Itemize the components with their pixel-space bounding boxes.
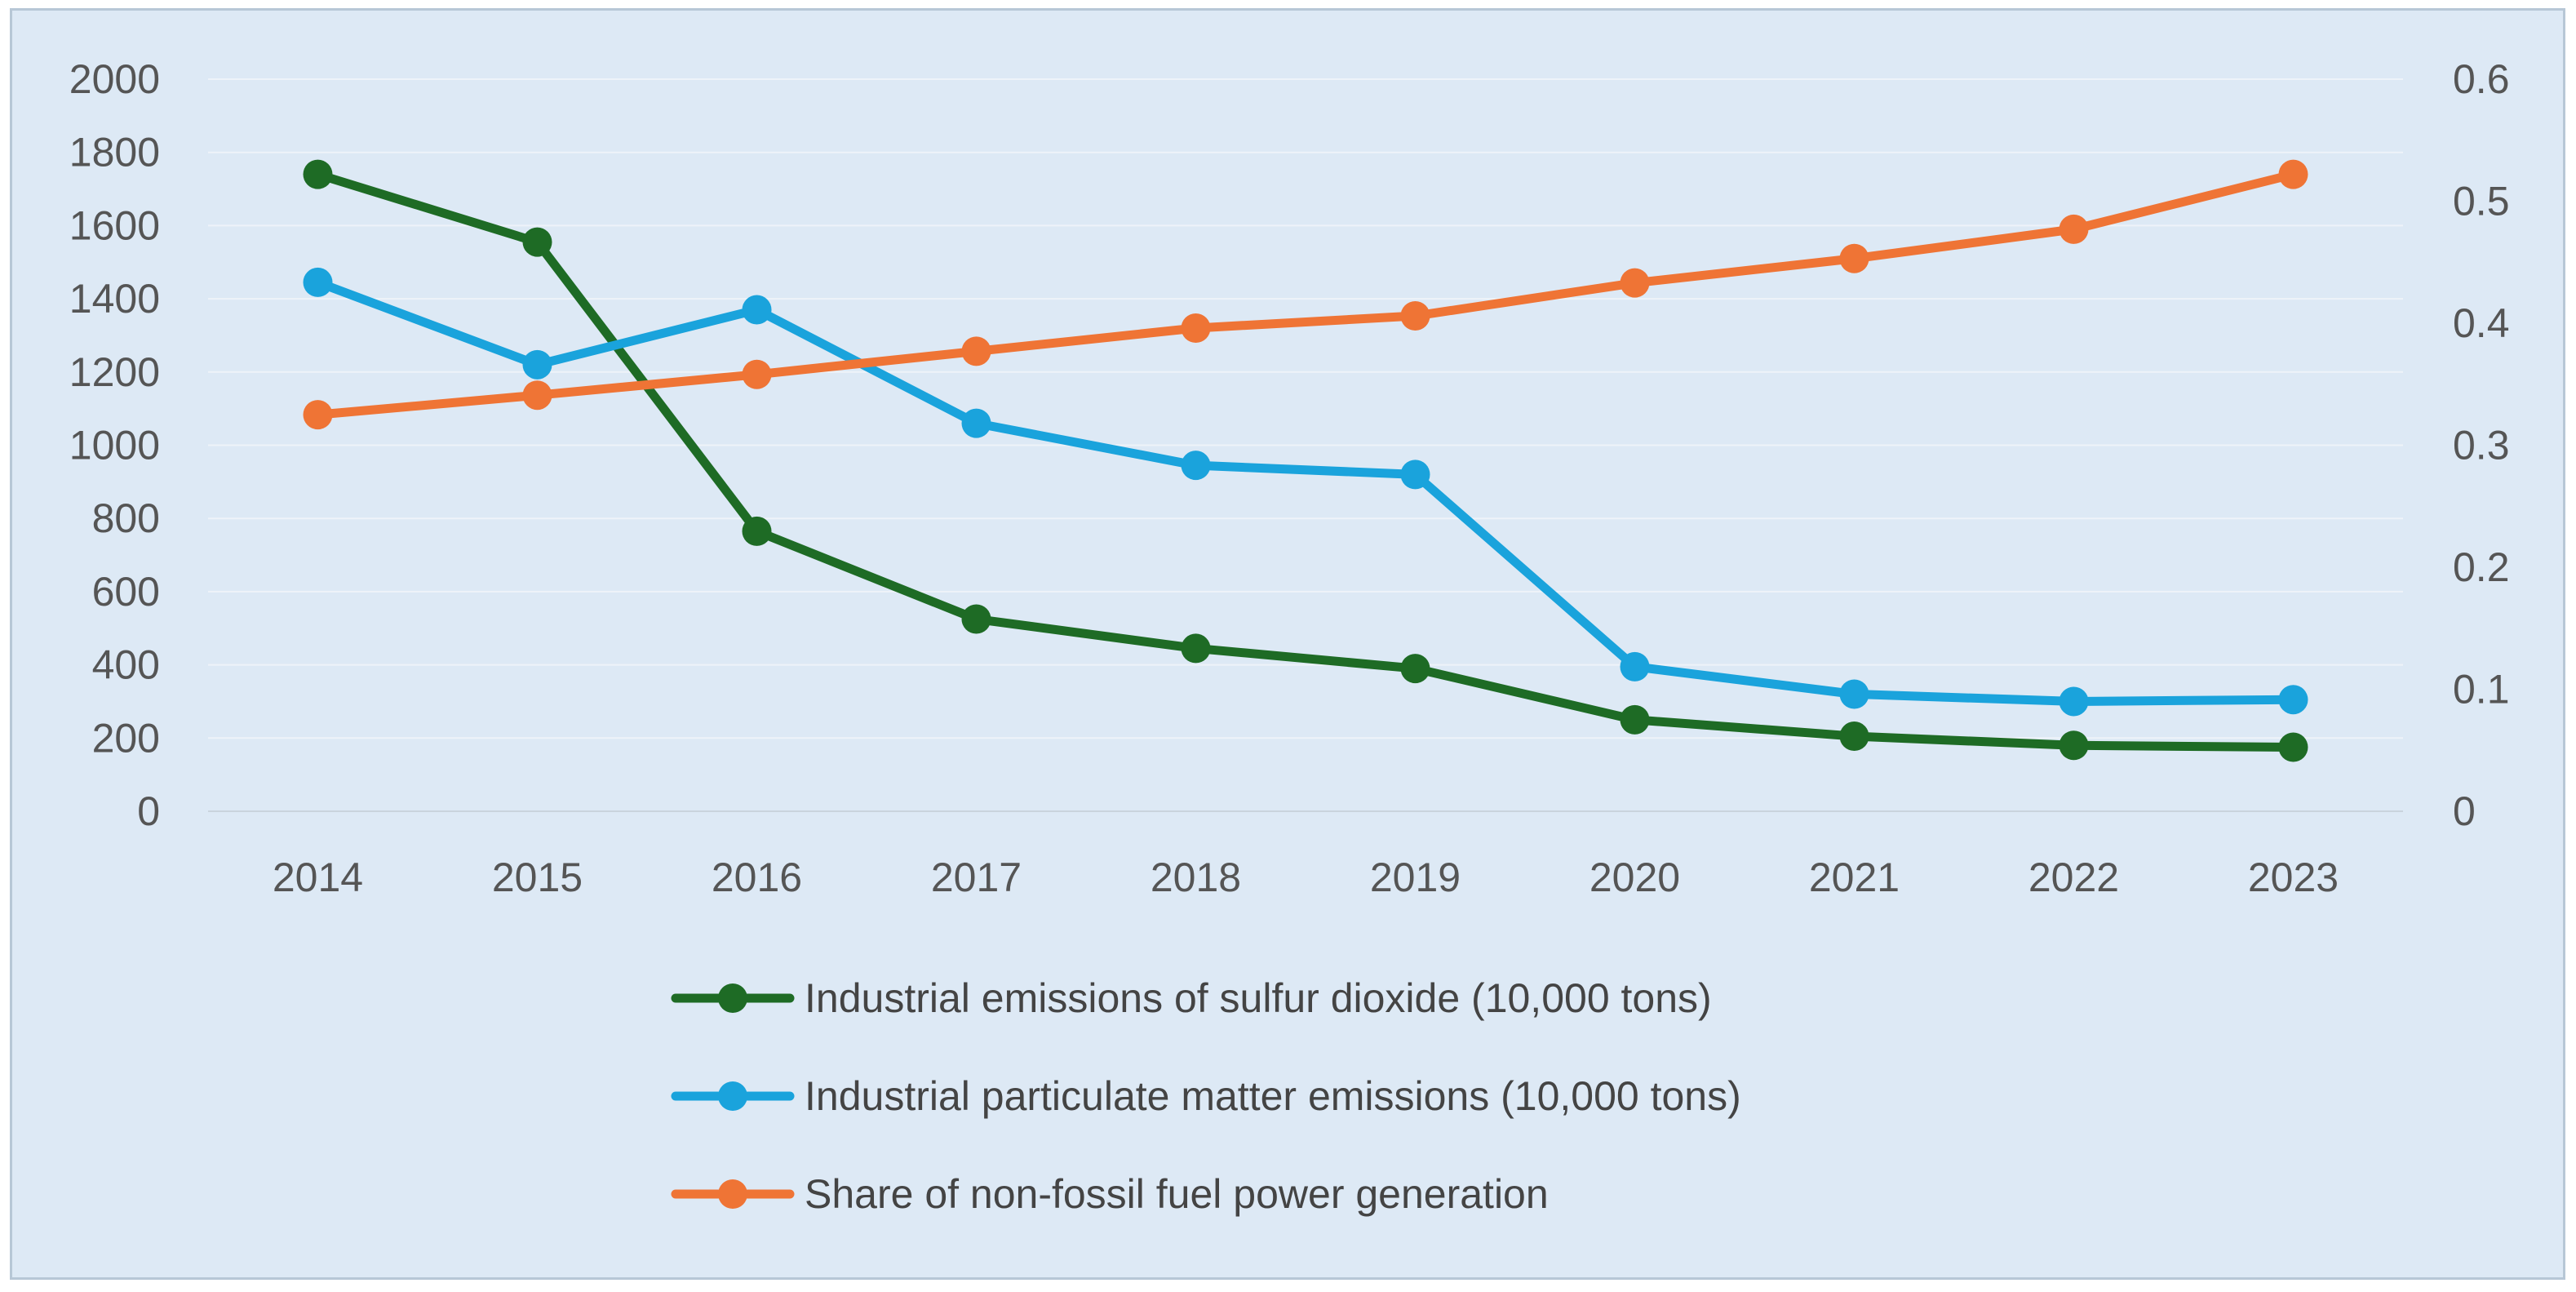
x-axis-tick-label: 2016 [712,855,802,900]
left-axis-tick-label: 1600 [69,202,160,248]
left-axis-tick-label: 200 [92,715,160,761]
left-axis-tick-label: 0 [137,788,160,834]
data-point [961,408,991,438]
series-line [313,277,2298,706]
right-axis-tick-label: 0.2 [2453,544,2510,590]
data-point [303,400,333,430]
data-point [522,349,552,380]
data-point [2278,732,2308,762]
left-axis-ticks: 0 200 400 600 800 1000 1200 1400 1600 1800 2000 [69,56,160,834]
data-point [2059,214,2089,244]
legend-label: Industrial particulate matter emissions … [805,1073,1741,1119]
x-axis-tick-label: 2022 [2028,855,2119,900]
data-point [1839,721,1869,752]
left-axis-tick-label: 1200 [69,349,160,395]
x-axis-tick-label: 2018 [1151,855,1241,900]
right-axis-tick-label: 0.3 [2453,423,2510,468]
series-group [303,159,2308,762]
series-3 [303,159,2308,430]
series-1 [303,159,2308,762]
right-axis-ticks: 0 0.1 0.2 0.3 0.4 0.5 0.6 [2453,56,2510,834]
left-axis-tick-label: 2000 [69,56,160,102]
data-point [1181,313,1211,343]
data-point [742,295,772,325]
series-line [313,170,2298,420]
data-point [1839,679,1869,709]
x-axis-tick-label: 2017 [931,855,1022,900]
x-axis-tick-label: 2014 [273,855,363,900]
data-point [742,516,772,546]
left-axis-tick-label: 400 [92,642,160,688]
series-line [313,170,2298,753]
data-point [303,267,333,297]
legend-label: Industrial emissions of sulfur dioxide (… [805,975,1712,1021]
right-axis-tick-label: 0.1 [2453,667,2510,713]
legend-swatch-marker [718,1081,747,1111]
right-axis-tick-label: 0 [2453,788,2476,834]
legend-label: Share of non-fossil fuel power generatio… [805,1171,1549,1217]
right-axis-tick-label: 0.5 [2453,179,2510,224]
data-point [1400,301,1430,331]
x-axis-tick-label: 2019 [1370,855,1461,900]
data-point [1620,651,1650,682]
legend-item-1: Industrial emissions of sulfur dioxide (… [671,975,1712,1021]
data-point [1620,268,1650,298]
data-point [2278,159,2308,189]
legend-item-3: Share of non-fossil fuel power generatio… [671,1171,1549,1217]
chart-frame [10,8,2565,1280]
left-axis-tick-label: 1000 [69,423,160,468]
legend-swatch-marker [718,983,747,1013]
data-point [2059,730,2089,761]
right-axis-tick-label: 0.4 [2453,300,2510,346]
data-point [961,336,991,366]
data-point [522,227,552,257]
left-axis-tick-label: 1400 [69,276,160,322]
data-point [1400,460,1430,490]
x-axis-tick-label: 2020 [1589,855,1680,900]
x-axis-ticks: 2014 2015 2016 2017 2018 2019 2020 2021 2022 2023 [273,855,2339,900]
data-point [961,604,991,634]
data-point [1620,704,1650,735]
data-point [742,359,772,389]
data-point [2278,685,2308,715]
left-axis-tick-label: 800 [92,495,160,541]
legend-swatch-marker [718,1179,747,1209]
x-axis-tick-label: 2015 [492,855,583,900]
x-axis-tick-label: 2023 [2248,855,2339,900]
x-axis-tick-label: 2021 [1809,855,1900,900]
gridlines [208,78,2403,739]
data-point [303,159,333,189]
series-2 [303,267,2308,717]
data-point [1400,654,1430,684]
data-point [522,380,552,411]
data-point [1181,633,1211,664]
left-axis-tick-label: 600 [92,569,160,615]
data-point [2059,686,2089,717]
data-point [1839,243,1869,273]
right-axis-tick-label: 0.6 [2453,56,2510,102]
left-axis-tick-label: 1800 [69,130,160,175]
data-point [1181,451,1211,481]
legend: Industrial emissions of sulfur dioxide (… [671,975,1741,1217]
legend-item-2: Industrial particulate matter emissions … [671,1073,1741,1119]
